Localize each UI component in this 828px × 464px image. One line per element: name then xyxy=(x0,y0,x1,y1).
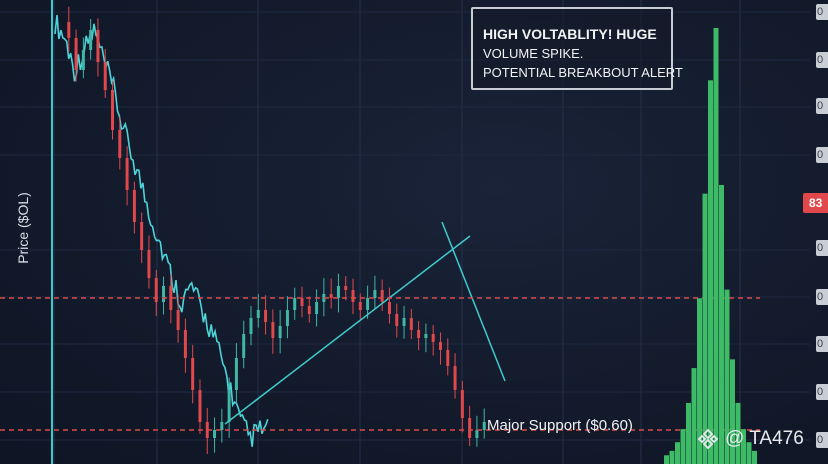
y-tick-label: 0 xyxy=(816,289,828,305)
candle xyxy=(264,310,268,322)
candle xyxy=(482,422,486,430)
candle xyxy=(387,302,391,314)
candle xyxy=(366,298,370,310)
volume-bar xyxy=(664,455,669,464)
candle xyxy=(213,430,217,438)
candle xyxy=(220,422,224,430)
candle xyxy=(307,306,311,314)
volume-bar xyxy=(702,193,708,464)
y-tick-label: 0 xyxy=(816,4,828,20)
candle xyxy=(271,322,275,338)
candle xyxy=(293,298,297,310)
candle xyxy=(351,290,355,302)
candle xyxy=(460,390,464,418)
resistance-price-badge: 83 xyxy=(803,193,828,213)
y-tick-label: 0 xyxy=(816,336,828,352)
candle xyxy=(373,290,377,298)
binance-diamond-icon xyxy=(697,428,719,450)
candle xyxy=(89,30,93,50)
volume-bar xyxy=(697,298,702,464)
y-tick-label: 0 xyxy=(816,240,828,256)
volume-bar xyxy=(719,184,724,464)
candle xyxy=(111,90,115,130)
descending-trendline xyxy=(441,221,506,382)
candle xyxy=(322,294,326,302)
watermark-text: @ TA476 xyxy=(725,428,804,449)
volume-bar xyxy=(680,429,686,464)
candle xyxy=(417,330,421,338)
y-axis-label-text: Price ($OL) xyxy=(15,192,31,264)
y-tick-label: 0 xyxy=(816,52,828,68)
y-tick-label: 0 xyxy=(816,147,828,163)
candle xyxy=(453,366,457,390)
candle xyxy=(154,278,158,302)
volume-bar xyxy=(735,402,741,464)
y-tick-label: 0 xyxy=(816,384,828,400)
candle xyxy=(329,294,333,298)
volume-bar xyxy=(686,402,691,464)
candle xyxy=(475,430,479,438)
candle xyxy=(256,310,260,318)
candle xyxy=(140,222,144,250)
volume-bar xyxy=(730,359,735,464)
candle xyxy=(118,130,122,158)
candle xyxy=(358,302,362,310)
candle xyxy=(395,314,399,326)
candle xyxy=(431,334,435,342)
candle xyxy=(402,318,406,326)
candle xyxy=(380,290,384,302)
candle xyxy=(162,286,166,302)
candle xyxy=(67,22,71,38)
volume-bar xyxy=(691,368,697,464)
candle xyxy=(191,358,195,390)
candle xyxy=(227,390,231,422)
candle xyxy=(147,250,151,278)
volume-bar xyxy=(713,28,719,464)
candle xyxy=(169,286,173,310)
volume-bar xyxy=(741,429,746,464)
candle xyxy=(336,286,340,298)
y-tick-label: 0 xyxy=(816,432,828,448)
candle xyxy=(315,302,319,314)
candle xyxy=(409,318,413,330)
candle xyxy=(132,190,136,222)
candle xyxy=(242,334,246,358)
candle xyxy=(103,62,107,90)
candle xyxy=(96,30,100,62)
candle xyxy=(234,358,238,390)
candle xyxy=(446,350,450,366)
candle xyxy=(285,310,289,326)
ascending-trendline xyxy=(224,235,471,425)
candle xyxy=(249,318,253,334)
watermark: @ TA476 xyxy=(697,428,804,450)
candle xyxy=(81,50,85,70)
candle xyxy=(424,334,428,338)
candle xyxy=(468,418,472,438)
candle xyxy=(74,38,78,70)
volume-bar xyxy=(669,450,675,464)
alert-line-2: VOLUME SPIKE. xyxy=(483,46,584,61)
candle xyxy=(278,326,282,338)
volume-bar xyxy=(675,442,680,464)
candle xyxy=(125,158,129,190)
y-tick-label: 0 xyxy=(816,98,828,114)
candle xyxy=(300,298,304,306)
candle xyxy=(344,286,348,290)
alert-line-1: HIGH VOLTABLITY! HUGE xyxy=(483,26,657,42)
candle xyxy=(183,330,187,358)
candle xyxy=(176,310,180,330)
alert-line-3: POTENTIAL BREAKBOUT ALERT xyxy=(483,65,683,80)
volume-bar xyxy=(708,80,713,464)
volume-bar xyxy=(752,450,757,464)
volume-bar xyxy=(724,289,730,464)
volatility-alert-box: HIGH VOLTABLITY! HUGE VOLUME SPIKE. POTE… xyxy=(471,7,683,90)
volume-bar xyxy=(746,442,752,464)
candle xyxy=(438,342,442,350)
candle xyxy=(198,390,202,422)
support-label: Major Support ($0.60) xyxy=(487,417,633,434)
y-axis-label: Price ($OL) xyxy=(8,188,38,268)
